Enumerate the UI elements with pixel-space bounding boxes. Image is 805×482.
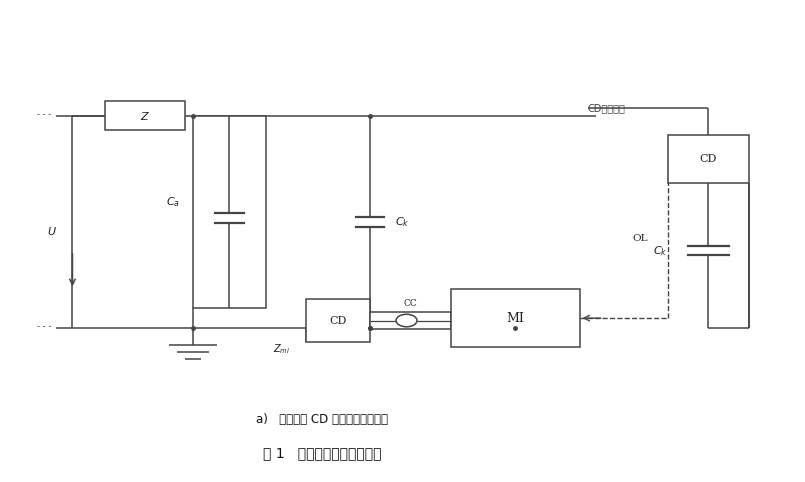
- Bar: [193, 116, 266, 308]
- Text: $U$: $U$: [47, 226, 57, 237]
- Bar: [451, 289, 580, 347]
- Text: CD交流装置: CD交流装置: [588, 104, 625, 113]
- Text: CC: CC: [403, 299, 418, 308]
- Text: CD: CD: [700, 154, 717, 164]
- Text: - - -: - - -: [37, 322, 52, 331]
- Text: $Z_{mi}$: $Z_{mi}$: [273, 343, 291, 356]
- Text: 图 1   局部放电基本试验回路: 图 1 局部放电基本试验回路: [262, 446, 382, 460]
- Bar: [105, 101, 185, 130]
- Text: - - -: - - -: [37, 110, 52, 119]
- Text: a)   耦合装置 CD 与耦合电容器串联: a) 耦合装置 CD 与耦合电容器串联: [256, 413, 388, 426]
- Bar: [668, 135, 749, 183]
- Text: $C_k$: $C_k$: [653, 244, 667, 257]
- Circle shape: [396, 314, 417, 327]
- Text: MI: MI: [506, 312, 524, 324]
- Bar: [370, 312, 451, 329]
- Bar: [306, 299, 370, 342]
- Text: CD: CD: [329, 316, 347, 325]
- Text: $C_k$: $C_k$: [395, 215, 410, 228]
- Text: OL: OL: [632, 234, 648, 243]
- Text: $Z$: $Z$: [140, 110, 150, 121]
- Text: $C_a$: $C_a$: [166, 196, 180, 209]
